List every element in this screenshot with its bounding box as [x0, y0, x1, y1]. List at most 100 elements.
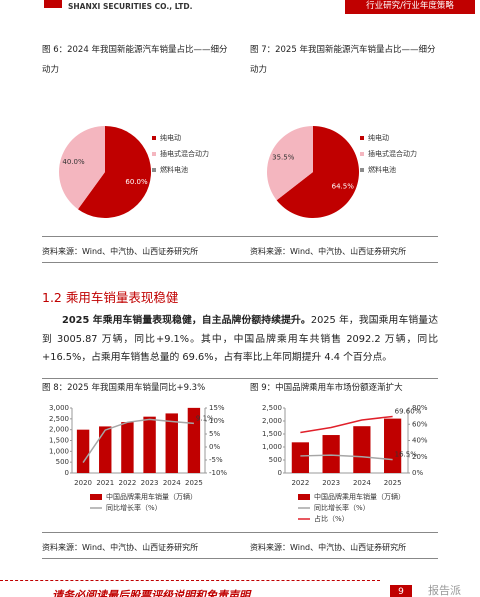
- y-tick-label: 1,000: [262, 443, 282, 451]
- y-tick-label: 1,000: [49, 447, 69, 455]
- header-tag: 行业研究/行业年度策略: [345, 0, 475, 14]
- legend-label: 同比增长率（%）: [106, 503, 162, 512]
- bar: [291, 442, 309, 473]
- lead: 2025 年乘用车销量表现稳健，自主品牌份额持续提升。: [62, 315, 311, 326]
- x-tick-label: 2023: [141, 479, 159, 487]
- legend-swatch: [152, 152, 156, 156]
- legend-label: 纯电动: [160, 133, 181, 142]
- rule: [42, 532, 438, 533]
- y-tick-label: 3,000: [49, 404, 69, 412]
- rule: [42, 558, 438, 559]
- legend-label: 插电式混合动力: [368, 149, 417, 158]
- legend-label: 中国品牌乘用车销量（万辆）: [106, 492, 197, 501]
- x-tick-label: 2025: [185, 479, 203, 487]
- bar: [322, 435, 340, 473]
- y-tick-label: 500: [269, 456, 282, 464]
- pie-slice: [77, 126, 151, 218]
- slice-label: 64.5%: [332, 183, 355, 191]
- footer-rule: [0, 580, 380, 581]
- bar: [143, 416, 156, 473]
- y2-tick-label: 60%: [412, 420, 428, 428]
- legend-swatch: [152, 136, 156, 140]
- legend-label: 同比增长率（%）: [314, 503, 370, 512]
- legend-swatch: [152, 168, 156, 172]
- header: SHANXI SECURITIES CO., LTD. 行业研究/行业年度策略: [0, 0, 480, 18]
- legend-swatch: [360, 136, 364, 140]
- legend-label: 纯电动: [368, 133, 389, 142]
- body: 2025 年，我国乘用车销量达到 3005.87 万辆，同比+9.1%。其中，中…: [42, 315, 439, 363]
- y2-tick-label: 80%: [412, 404, 428, 412]
- y-tick-label: 0: [278, 469, 282, 477]
- y2-tick-label: 0%: [209, 443, 220, 451]
- legend-swatch: [90, 494, 102, 500]
- y-tick-label: 1,500: [49, 437, 69, 445]
- logo: [44, 0, 62, 8]
- paragraph: 2025 年乘用车销量表现稳健，自主品牌份额持续提升。2025 年，我国乘用车销…: [42, 312, 438, 368]
- footer: 请务必阅读最后股票评级说明和免责声明 9 报告派: [0, 580, 480, 597]
- rule: [42, 262, 438, 263]
- source: 资料来源：Wind、中汽协、山西证券研究所: [42, 543, 199, 552]
- bar: [76, 429, 90, 473]
- legend-label: 燃料电池: [368, 165, 396, 174]
- section-title: 1.2 乘用车销量表现稳健: [42, 290, 179, 305]
- pie-slice: [267, 126, 313, 201]
- bar: [165, 413, 178, 473]
- y-tick-label: 0: [65, 469, 69, 477]
- company: SHANXI SECURITIES CO., LTD.: [68, 2, 193, 11]
- watermark: 报告派: [428, 584, 461, 597]
- x-tick-label: 2024: [163, 479, 181, 487]
- slice-label: 40.0%: [62, 158, 85, 166]
- x-tick-label: 2024: [353, 479, 371, 487]
- combo-chart: 0 500 1,000 1,500 2,000 2,500 0% 20% 40% 60% 80% 20…: [262, 404, 428, 523]
- x-tick-label: 2022: [291, 479, 309, 487]
- legend-swatch: [298, 494, 310, 500]
- y-tick-label: 500: [56, 458, 69, 466]
- y2-tick-label: 10%: [209, 417, 225, 425]
- source: 资料来源：Wind、中汽协、山西证券研究所: [250, 247, 407, 256]
- page-number: 9: [390, 585, 412, 597]
- x-tick-label: 2020: [74, 479, 92, 487]
- footer-notice: 请务必阅读最后股票评级说明和免责声明: [52, 589, 250, 597]
- x-tick-label: 2022: [119, 479, 137, 487]
- y-tick-label: 1,500: [262, 430, 282, 438]
- y-tick-label: 2,500: [262, 404, 282, 412]
- x-tick-label: 2025: [384, 479, 402, 487]
- figure-title: 图 6：2024 年我国新能源汽车销量占比——细分动力: [42, 45, 228, 75]
- y2-tick-label: 5%: [209, 430, 220, 438]
- source: 资料来源：Wind、中汽协、山西证券研究所: [250, 543, 407, 552]
- bar: [121, 422, 134, 473]
- legend-label: 插电式混合动力: [160, 149, 209, 158]
- y2-tick-label: -5%: [209, 456, 223, 464]
- figure-title: 图 8：2025 年我国乘用车销量同比+9.3%: [42, 383, 206, 393]
- y2-tick-label: 15%: [209, 404, 225, 412]
- rule: [42, 378, 438, 379]
- y2-tick-label: 0%: [412, 469, 423, 477]
- line: [300, 415, 393, 434]
- legend-swatch: [360, 168, 364, 172]
- point-label: 16.5%: [395, 451, 418, 459]
- slice-label: 60.0%: [125, 178, 148, 186]
- bar: [99, 426, 112, 473]
- y2-tick-label: -10%: [209, 469, 227, 477]
- y-tick-label: 2,000: [49, 426, 69, 434]
- y2-tick-label: 20%: [412, 453, 428, 461]
- y-tick-label: 2,500: [49, 415, 69, 423]
- x-tick-label: 2021: [96, 479, 114, 487]
- legend-label: 占比（%）: [314, 514, 349, 523]
- line: [82, 418, 194, 464]
- combo-chart: 0 500 1,000 1,500 2,000 2,500 3,000 -10% -5% 0% 5%…: [49, 404, 227, 512]
- bar: [187, 407, 201, 473]
- bar: [384, 418, 402, 473]
- y2-tick-label: 40%: [412, 437, 428, 445]
- point-label: 9.1%: [196, 414, 214, 422]
- legend-swatch: [360, 152, 364, 156]
- rule: [42, 236, 438, 237]
- slice-label: 35.5%: [272, 153, 295, 161]
- x-tick-label: 2023: [322, 479, 340, 487]
- legend-label: 中国品牌乘用车销量（万辆）: [314, 492, 405, 501]
- source: 资料来源：Wind、中汽协、山西证券研究所: [42, 247, 199, 256]
- figure-title: 图 9：中国品牌乘用车市场份额逐渐扩大: [250, 383, 403, 393]
